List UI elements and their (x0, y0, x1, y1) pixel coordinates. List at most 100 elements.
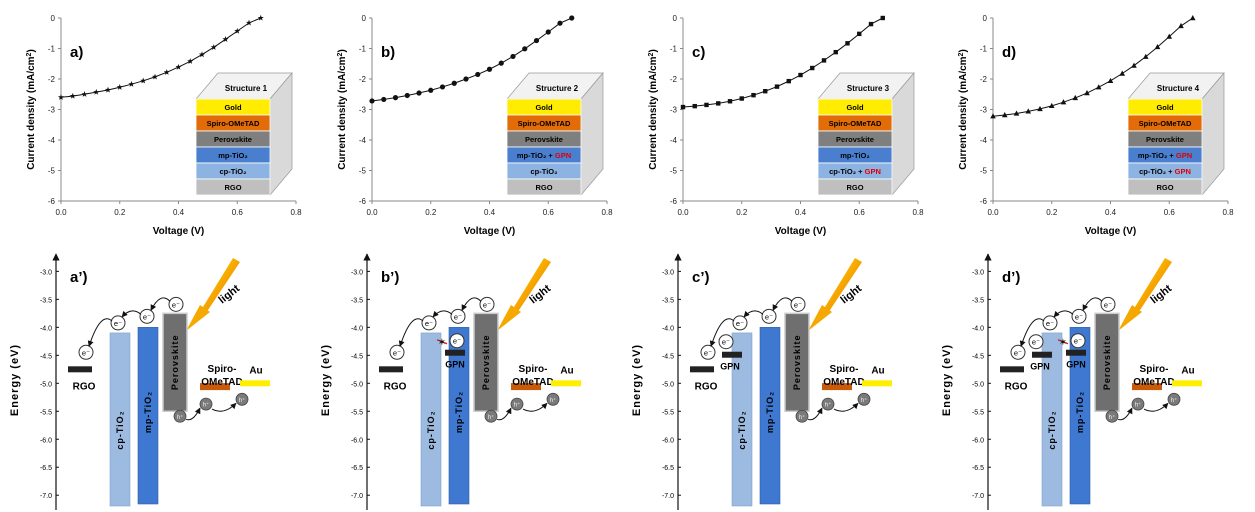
y-tick-label: -2 (48, 75, 56, 84)
hole-icon (821, 397, 835, 411)
hole-label: h⁺ (861, 397, 868, 404)
au-label: Au (871, 365, 884, 376)
hole-label: h⁺ (550, 397, 557, 404)
electron-label: e⁻ (1032, 338, 1040, 347)
panel-label: c’) (692, 269, 710, 286)
electron-icon (78, 344, 94, 360)
y-tick-label: -6 (48, 197, 56, 206)
data-point (222, 36, 229, 42)
structure-layer-label: mp-TiO₂ (840, 151, 869, 160)
energy-axis-title: Energy (eV) (941, 344, 953, 416)
gpn-level-cp (722, 351, 742, 358)
energy-tick-label: -4.0 (351, 325, 363, 332)
transfer-arrow (211, 402, 237, 412)
electron-icon (790, 296, 806, 312)
transfer-arrow (743, 310, 764, 318)
structure-layer-label: RGO (535, 183, 552, 192)
data-point (381, 96, 387, 103)
energy-diagram-panels: -3.0 -3.5 -4.0 -4.5 -5.0 -5.5 -6.0 -6.5 -7.0 Ener… (9, 253, 1202, 510)
electron-label: e⁻ (1104, 300, 1112, 309)
mp-tio2-label: mp-TiO₂ (1075, 391, 1085, 433)
hole-icon (546, 392, 560, 406)
transfer-arrow (772, 297, 793, 311)
structure-title: Structure 3 (847, 84, 890, 93)
energy-tick-label: -6.0 (972, 437, 984, 444)
energy-tick-label: -4.5 (40, 353, 52, 360)
x-tick-label: 0.2 (736, 208, 748, 217)
energy-tick-label: -3.5 (351, 297, 363, 304)
y-tick-label: -3 (359, 106, 367, 115)
electron-icon (1071, 308, 1087, 324)
electron-label: e⁻ (1046, 319, 1054, 328)
data-point (404, 92, 410, 99)
light-arrowhead (808, 305, 832, 331)
data-point (128, 80, 135, 87)
blocked-transfer-line (1057, 339, 1069, 345)
energy-tick-label: -6.5 (351, 465, 363, 472)
energy-tick-label: -6.0 (351, 437, 363, 444)
electron-label: e⁻ (143, 312, 151, 321)
energy-tick-label: -7.0 (351, 493, 363, 500)
perovskite-bar (162, 312, 188, 413)
data-point (451, 80, 457, 86)
data-point (198, 51, 206, 58)
hole-icon (795, 409, 809, 423)
data-point (704, 102, 709, 108)
energy-panel-3: -3.0 -3.5 -4.0 -4.5 -5.0 -5.5 -6.0 -6.5 -7.0 Ener… (631, 253, 892, 510)
rgo-level (1000, 366, 1024, 373)
perovskite-label: Perovskite (792, 335, 802, 391)
rgo-level (379, 366, 403, 373)
electron-label: e⁻ (454, 312, 462, 321)
data-point (716, 101, 721, 106)
data-point (416, 90, 422, 96)
y-tick-label: -1 (359, 45, 367, 54)
structure-layer-label: cp-TiO₂ (531, 167, 558, 176)
rgo-level (690, 366, 714, 373)
electron-icon (732, 315, 748, 331)
jv-panel-4: 0 -1 -2 -3 -4 -5 -6 0.0 0.2 0.4 0.6 0.8 Voltage (V) C… (958, 14, 1235, 237)
y-axis-title: Current density (mA/cm2) (26, 49, 38, 170)
transfer-arrow (461, 297, 482, 311)
hole-icon (510, 397, 524, 411)
transfer-arrow (121, 310, 142, 318)
spiro-label-line2: OMeTAD (1133, 377, 1174, 388)
hole-icon (199, 397, 213, 411)
x-tick-label: 0.6 (232, 208, 244, 217)
jv-panel-2: 0 -1 -2 -3 -4 -5 -6 0.0 0.2 0.4 0.6 0.8 Voltage (V) C… (337, 14, 614, 237)
data-point (1119, 70, 1126, 76)
x-tick-label: 0.2 (1046, 208, 1058, 217)
data-point (163, 69, 170, 75)
y-tick-label: 0 (673, 14, 678, 23)
x-tick-label: 0.4 (173, 208, 185, 217)
cp-tio2-bar (109, 332, 131, 507)
energy-tick-label: -3.5 (40, 297, 52, 304)
y-tick-label: -3 (980, 106, 988, 115)
transfer-arrow (1019, 318, 1045, 347)
y-tick-label: -3 (670, 106, 678, 115)
structure-layer-label: Spiro-OMeTAD (829, 119, 882, 128)
electron-icon (1042, 315, 1058, 331)
x-tick-label: 0.4 (484, 208, 496, 217)
structure-inset: Structure 3 Gold Spiro-OMeTAD Perovskite mp-… (817, 72, 915, 196)
data-point (257, 14, 264, 21)
structure-layer-label: Gold (535, 103, 552, 112)
hole-label: h⁺ (514, 402, 521, 409)
electron-icon (450, 308, 466, 324)
au-level (240, 380, 270, 387)
data-point (463, 76, 469, 82)
y-tick-label: -2 (980, 75, 988, 84)
electron-label: e⁻ (794, 300, 802, 309)
transfer-arrow (1082, 297, 1103, 311)
electron-icon (389, 344, 405, 360)
au-label: Au (560, 365, 573, 376)
energy-axis-title: Energy (eV) (631, 344, 643, 416)
blocked-transfer-line (436, 339, 448, 345)
electron-icon (421, 315, 437, 331)
gpn-label-cp: GPN (720, 362, 740, 372)
data-point (93, 88, 100, 95)
structure-layer-label: Perovskite (1146, 135, 1184, 144)
x-tick-label: 0.2 (425, 208, 437, 217)
data-point (1025, 108, 1032, 114)
energy-tick-label: -3.5 (972, 297, 984, 304)
light-arrowhead (497, 305, 521, 331)
